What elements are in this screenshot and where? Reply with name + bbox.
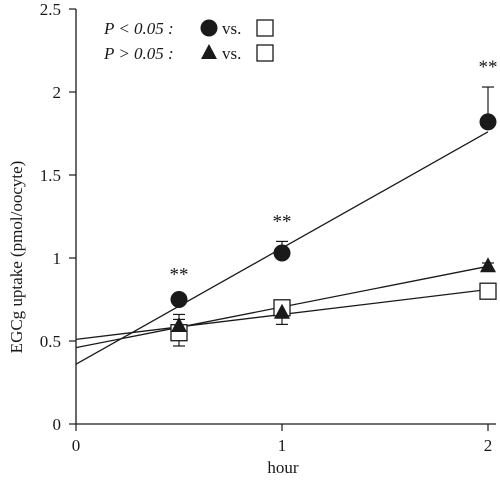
y-tick-label: 2.5 — [40, 0, 61, 19]
significance-annotations: ** ** ** — [170, 57, 498, 286]
tick-labels: 0 0.5 1 1.5 2 2.5 0 1 2 — [40, 0, 493, 455]
axes — [69, 8, 496, 431]
significance-mark: ** — [273, 211, 292, 232]
legend-square-marker — [256, 19, 274, 37]
data-points — [170, 113, 497, 342]
legend-vs: vs. — [222, 19, 241, 38]
legend-square-marker — [256, 44, 274, 62]
triangle-point — [480, 257, 496, 273]
y-axis-label: EGCg uptake (pmol/oocyte) — [7, 161, 26, 354]
x-axis-label: hour — [267, 458, 299, 477]
x-tick-label: 0 — [72, 436, 81, 455]
x-tick-label: 1 — [278, 436, 287, 455]
legend: P < 0.05 : vs. P > 0.05 : vs. — [103, 19, 274, 63]
y-tick-label: 0 — [53, 415, 62, 434]
triangle-point — [171, 317, 187, 333]
y-tick-label: 1 — [53, 249, 62, 268]
legend-condition: P < 0.05 : — [103, 19, 174, 38]
legend-vs: vs. — [222, 44, 241, 63]
y-tick-label: 2 — [53, 83, 62, 102]
circle-point — [170, 291, 188, 308]
triangle-point — [274, 303, 290, 319]
error-bars — [173, 86, 494, 347]
y-tick-label: 0.5 — [40, 332, 61, 351]
legend-circle-marker — [200, 19, 218, 37]
legend-condition: P > 0.05 : — [103, 44, 174, 63]
y-tick-label: 1.5 — [40, 166, 61, 185]
circle-point — [273, 244, 291, 262]
circle-point — [479, 113, 497, 131]
square-point — [479, 282, 497, 300]
significance-mark: ** — [170, 265, 189, 286]
x-tick-label: 2 — [484, 436, 493, 455]
significance-mark: ** — [479, 57, 498, 78]
legend-triangle-marker — [201, 44, 217, 59]
